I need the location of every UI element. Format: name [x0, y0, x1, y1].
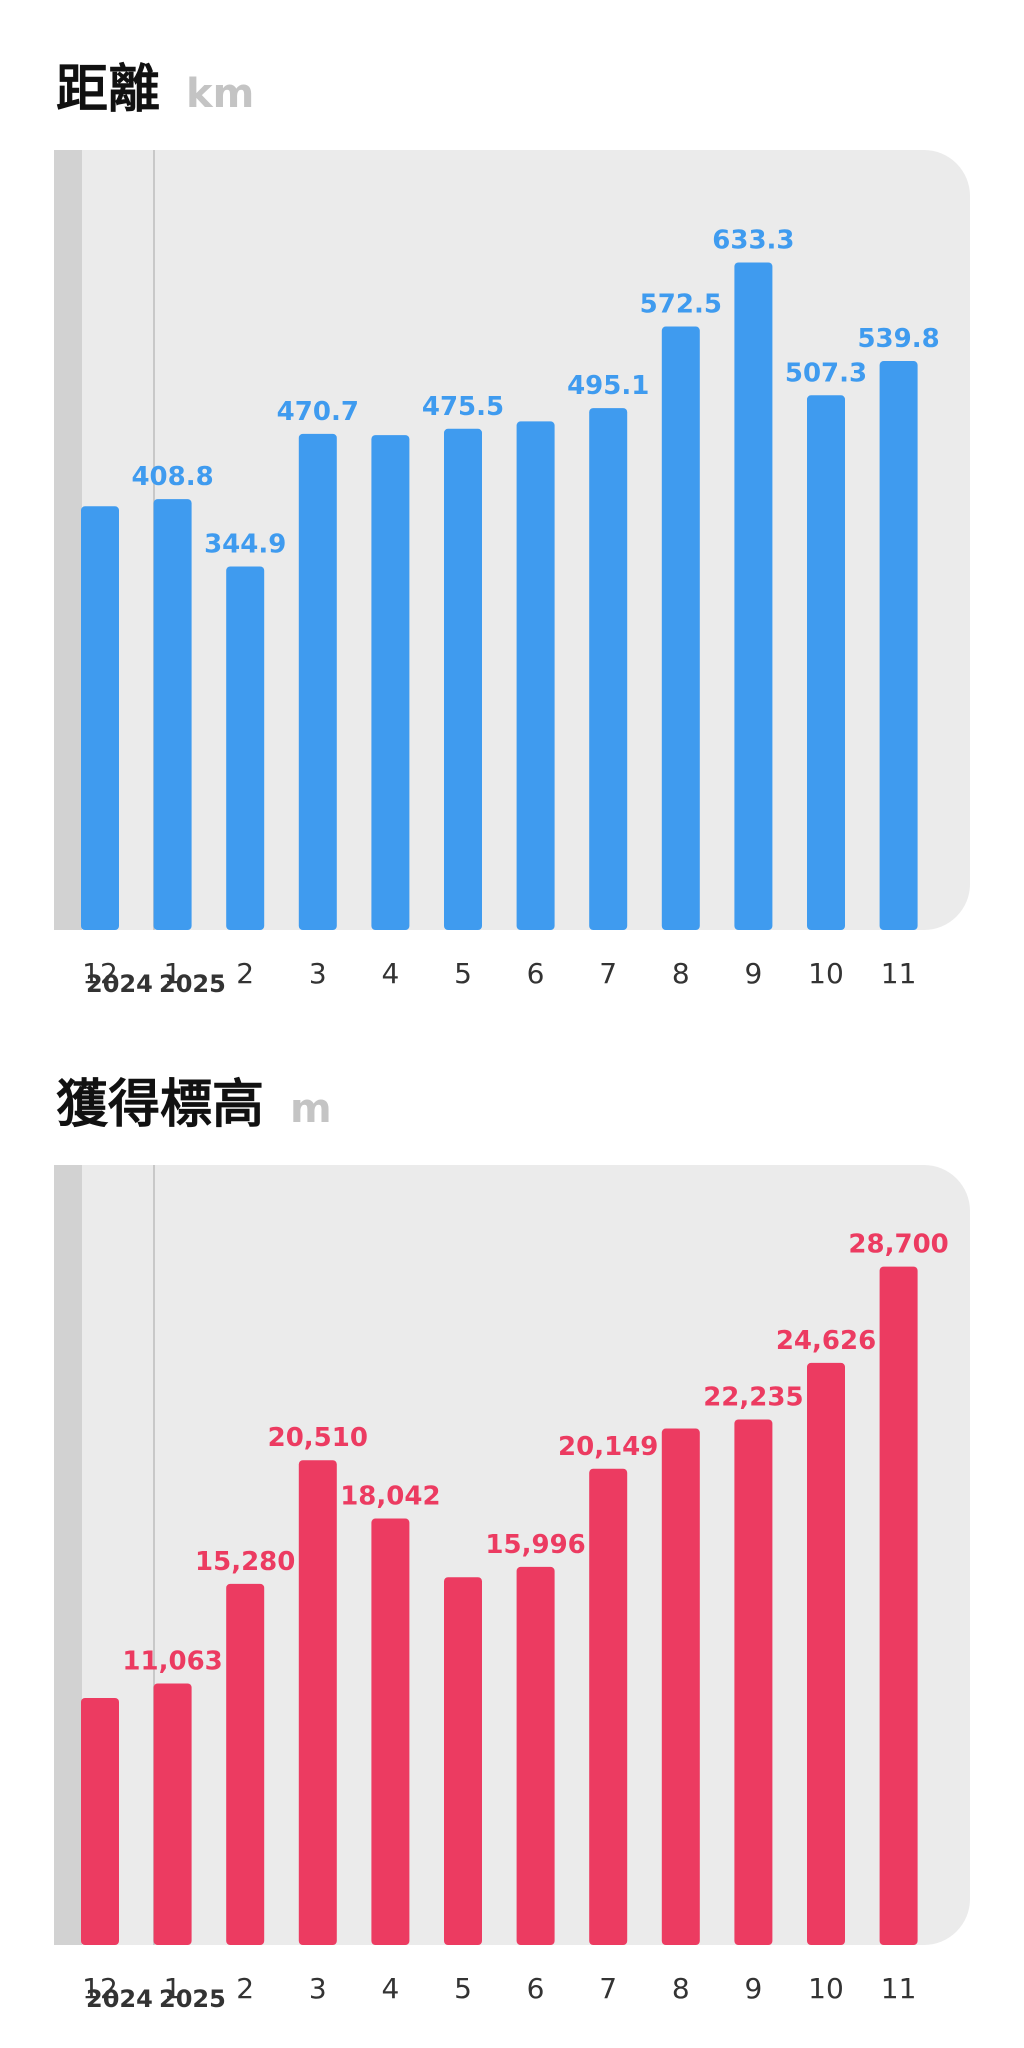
bar-value-label: 572.5: [640, 290, 722, 320]
bar-value-label: 539.8: [857, 324, 939, 354]
distance-chart[interactable]: 12 408.8 1 344.9 2 470.7 3 4 475.5 5 6 495.1 7 572.5 8…: [0, 140, 1024, 1020]
x-tick-label: 4: [381, 957, 399, 990]
distance-unit: km: [186, 71, 255, 117]
bar-value-label: 15,280: [195, 1547, 295, 1577]
bar: [516, 1566, 555, 1945]
bar: [516, 421, 555, 930]
bar: [226, 1583, 265, 1945]
end-year-label: 2025: [159, 1985, 226, 2013]
x-tick-label: 4: [381, 1972, 399, 2005]
x-tick-label: 12: [82, 957, 118, 990]
bar-value-label: 408.8: [131, 462, 213, 492]
bar: [298, 1460, 337, 1945]
x-tick-label: 3: [309, 1972, 327, 2005]
bar-value-label: 507.3: [785, 358, 867, 388]
x-tick-label: 11: [881, 957, 917, 990]
bar: [879, 361, 918, 930]
x-tick-label: 5: [454, 1972, 472, 2005]
x-tick-label: 3: [309, 957, 327, 990]
bar-value-label: 470.7: [277, 397, 359, 427]
bar-value-label: 475.5: [422, 392, 504, 422]
x-tick-label: 11: [881, 1972, 917, 2005]
x-tick-label: 8: [672, 957, 690, 990]
x-tick-label: 9: [744, 957, 762, 990]
x-tick-label: 6: [527, 957, 545, 990]
x-tick-label: 6: [527, 1972, 545, 2005]
bar: [153, 1683, 192, 1945]
bar: [879, 1266, 918, 1945]
x-tick-label: 2: [236, 1972, 254, 2005]
elevation-chart[interactable]: 12 11,063 1 15,280 2 20,510 3 18,042 4 5 15,996 6 20…: [0, 1155, 1024, 2035]
bar: [444, 428, 482, 930]
bar-value-label: 20,149: [558, 1432, 658, 1462]
x-tick-label: 7: [599, 957, 617, 990]
x-tick-label: 1: [164, 957, 182, 990]
plot-edge-strip: [54, 1165, 82, 1945]
bar: [589, 408, 628, 931]
distance-title: 距離: [56, 60, 161, 120]
bar-value-label: 344.9: [204, 529, 286, 559]
bar-value-label: 24,626: [776, 1326, 876, 1356]
x-tick-label: 7: [599, 1972, 617, 2005]
x-tick-label: 10: [808, 957, 844, 990]
bar: [81, 506, 119, 930]
bar-value-label: 495.1: [567, 371, 649, 401]
elevation-section: 獲得標高 m 12 11,063 1 15,280 2 20,510 3 18,042 4 5 15…: [0, 1035, 1024, 2035]
bar-value-label: 18,042: [340, 1482, 440, 1512]
distance-section: 距離 km 12 408.8 1 344.9 2 470.7 3 4 475.5 5 6 495.1 7…: [0, 20, 1024, 1020]
bar: [226, 566, 265, 930]
bar-value-label: 633.3: [712, 225, 794, 255]
bar: [589, 1468, 628, 1945]
plot-edge-strip: [54, 150, 82, 930]
x-tick-label: 10: [808, 1972, 844, 2005]
bar-value-label: 22,235: [703, 1382, 803, 1412]
x-tick-label: 9: [744, 1972, 762, 2005]
bar: [734, 262, 773, 931]
bar: [807, 395, 845, 930]
x-tick-label: 2: [236, 957, 254, 990]
end-year-label: 2025: [159, 970, 226, 998]
start-year-label: 2024: [86, 970, 153, 998]
bar-value-label: 28,700: [848, 1230, 948, 1260]
elevation-unit: m: [290, 1086, 332, 1132]
bar: [661, 1428, 700, 1945]
bar: [371, 435, 410, 930]
bar-value-label: 20,510: [268, 1423, 368, 1453]
elevation-title: 獲得標高: [56, 1075, 265, 1135]
x-tick-label: 5: [454, 957, 472, 990]
x-tick-label: 1: [164, 1972, 182, 2005]
bar: [444, 1577, 482, 1945]
distance-header: 距離 km: [56, 20, 254, 116]
bar: [734, 1419, 773, 1945]
bar: [807, 1362, 845, 1945]
bar: [81, 1698, 119, 1945]
bar: [661, 326, 700, 930]
x-tick-label: 8: [672, 1972, 690, 2005]
bar: [153, 499, 192, 930]
bar: [371, 1518, 410, 1945]
x-tick-label: 12: [82, 1972, 118, 2005]
elevation-header: 獲得標高 m: [56, 1035, 332, 1131]
bar: [298, 433, 337, 930]
bar-value-label: 15,996: [485, 1530, 585, 1560]
start-year-label: 2024: [86, 1985, 153, 2013]
bar-value-label: 11,063: [122, 1647, 222, 1677]
